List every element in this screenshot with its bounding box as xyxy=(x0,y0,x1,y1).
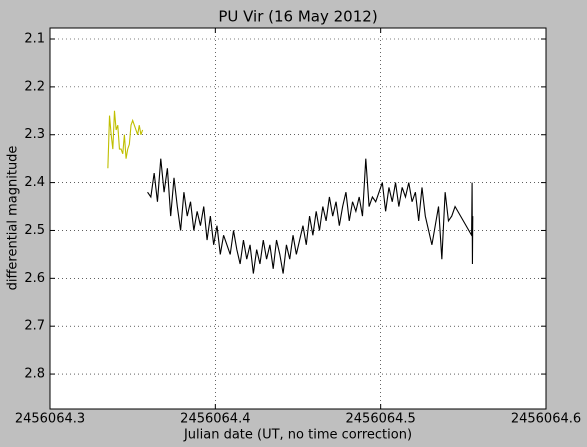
y-tick-label: 2.6 xyxy=(24,271,45,286)
y-tick-label: 2.3 xyxy=(24,127,45,142)
plot-layer: 2.1 2.2 2.3 2.4 2.5 2.6 2.7 2.8 2456064.3 2456064… xyxy=(15,28,581,427)
x-tick-label: 2456064.4 xyxy=(180,412,250,427)
x-tick-label: 2456064.6 xyxy=(511,412,581,427)
x-tick-label: 2456064.3 xyxy=(15,412,85,427)
y-tick-label: 2.4 xyxy=(24,175,45,190)
data-line xyxy=(107,110,144,169)
y-tick-label: 2.7 xyxy=(24,319,45,334)
y-tick-label: 2.2 xyxy=(24,79,45,94)
y-tick-label: 2.5 xyxy=(24,223,45,238)
x-tick-label: 2456064.5 xyxy=(346,412,416,427)
plot-frame xyxy=(49,27,547,410)
y-tick-label: 2.1 xyxy=(24,32,45,47)
y-axis-label: differential magnitude xyxy=(6,146,21,291)
plot-area xyxy=(50,28,546,409)
x-axis-label: Julian date (UT, no time correction) xyxy=(183,428,412,443)
chart-title: PU Vir (16 May 2012) xyxy=(218,8,377,26)
y-tick-label: 2.8 xyxy=(24,367,45,382)
data-line xyxy=(147,158,474,274)
